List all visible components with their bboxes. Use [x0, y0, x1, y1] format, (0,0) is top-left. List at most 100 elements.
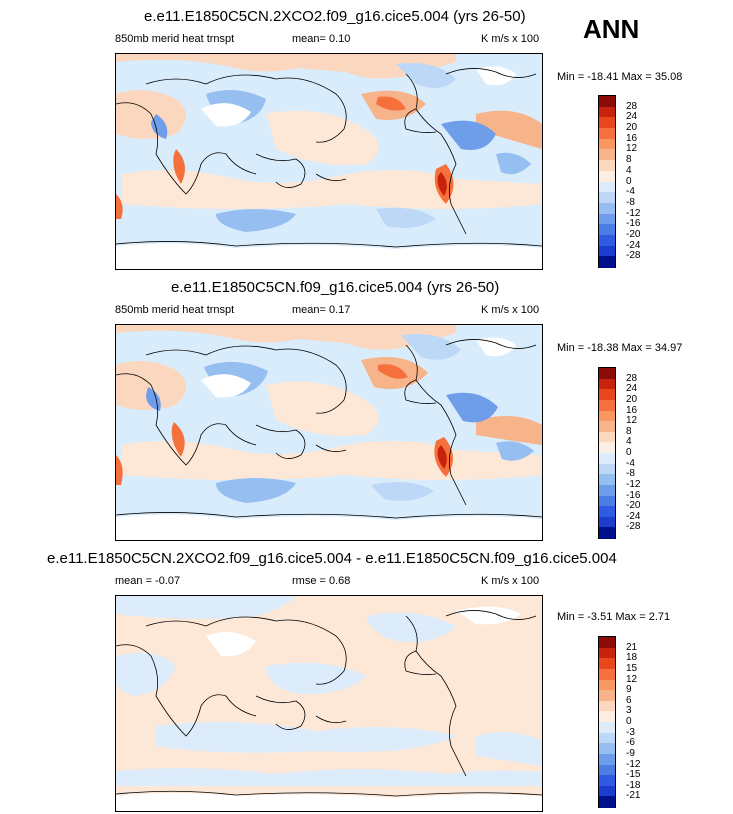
- panel3-minmax: Min = -3.51 Max = 2.71: [557, 611, 671, 623]
- panel1-colorbar-label: -20: [626, 228, 641, 240]
- panel2-colorbar-cell: [599, 399, 615, 411]
- panel1-colorbar-label: -24: [626, 239, 641, 251]
- panel2-units: K m/s x 100: [481, 304, 540, 316]
- panel3-colorbar-label: 18: [626, 652, 638, 664]
- panel1-colorbar-cell: [599, 96, 615, 108]
- panel2-colorbar-cell: [599, 431, 615, 443]
- panel1-colorbar-label: 0: [626, 175, 632, 187]
- panel1-units: K m/s x 100: [481, 33, 540, 45]
- panel1-colorbar-cell: [599, 138, 615, 150]
- panel2-colorbar-cell: [599, 421, 615, 433]
- panel3-rmse: rmse = 0.68: [292, 575, 351, 587]
- panel3-colorbar-cell: [599, 785, 615, 797]
- panel3-colorbar-label: -21: [626, 790, 641, 802]
- panel2-mean: mean= 0.17: [292, 304, 351, 316]
- panel1-minmax: Min = -18.41 Max = 35.08: [557, 71, 683, 83]
- panel2-colorbar-label: -12: [626, 478, 641, 490]
- panel3-colorbar-label: 15: [626, 662, 638, 674]
- panel3-colorbar-cell: [599, 743, 615, 755]
- panel2-colorbar-label: 8: [626, 425, 632, 437]
- panel2-variable-label: 850mb merid heat trnspt: [115, 304, 235, 316]
- panel1-colorbar-label: -16: [626, 218, 641, 230]
- panel1-colorbar-cell: [599, 181, 615, 193]
- season-label: ANN: [583, 14, 640, 44]
- panel2-colorbar-label: -24: [626, 510, 641, 522]
- panel3-colorbar-cell: [599, 732, 615, 744]
- panel3-colorbar-cell: [599, 637, 615, 649]
- panel2-colorbar-label: -4: [626, 457, 635, 469]
- panel1-title: e.e11.E1850C5CN.2XCO2.f09_g16.cice5.004 …: [144, 8, 526, 25]
- panel1-colorbar-label: -8: [626, 196, 635, 208]
- panel3-colorbar-label: 0: [626, 716, 632, 727]
- panel3-colorbar-cell: [599, 711, 615, 723]
- panel1-colorbar-label: 24: [626, 111, 638, 123]
- panel2-colorbar-label: 24: [626, 383, 638, 395]
- panel3-map: [115, 595, 543, 812]
- panel3-colorbar-cell: [599, 796, 615, 808]
- panel3-colorbar-label: -9: [626, 747, 635, 759]
- panel1-colorbar-label: -12: [626, 207, 641, 219]
- panel2-colorbar-label: -8: [626, 468, 635, 480]
- panel1-colorbar: [598, 95, 616, 268]
- panel1-colorbar-label: 16: [626, 132, 638, 144]
- panel2-colorbar-label: -28: [626, 521, 641, 533]
- panel3-colorbar-label: 3: [626, 705, 632, 717]
- panel3-colorbar-cell: [599, 679, 615, 691]
- panel1-colorbar-label: 12: [626, 143, 638, 155]
- panel1-colorbar-cell: [599, 245, 615, 257]
- panel2-colorbar-label: 0: [626, 447, 632, 458]
- panel3-colorbar-label: 9: [626, 684, 632, 696]
- panel2-colorbar-cell: [599, 527, 615, 539]
- panel1-colorbar-cell: [599, 170, 615, 182]
- panel3-colorbar-cell: [599, 647, 615, 659]
- panel3-colorbar-label: -18: [626, 779, 641, 791]
- panel3-colorbar-cell: [599, 753, 615, 765]
- panel3-mean: mean = -0.07: [115, 575, 181, 587]
- panel3-colorbar-label: -12: [626, 758, 641, 770]
- panel2-colorbar-cell: [599, 442, 615, 454]
- panel3-colorbar-label: 6: [626, 694, 632, 706]
- panel1-colorbar-cell: [599, 149, 615, 161]
- panel1-colorbar-label: -4: [626, 186, 635, 198]
- panel2-colorbar-label: 16: [626, 404, 638, 416]
- panel3-units: K m/s x 100: [481, 575, 540, 587]
- panel3-colorbar-cell: [599, 668, 615, 680]
- panel2-colorbar-label: 28: [626, 372, 638, 384]
- panel2-colorbar-cell: [599, 516, 615, 528]
- panel1-colorbar-label: 28: [626, 100, 638, 112]
- panel3-colorbar-label: -15: [626, 769, 641, 781]
- panel2-colorbar-label: 12: [626, 415, 638, 427]
- panel1-colorbar-cell: [599, 106, 615, 118]
- panel2-colorbar-cell: [599, 484, 615, 496]
- panel1-colorbar-label: -28: [626, 250, 641, 262]
- panel3-colorbar-label: 21: [626, 641, 638, 653]
- panel2-colorbar-cell: [599, 389, 615, 401]
- panel2-colorbar-cell: [599, 506, 615, 518]
- panel1-colorbar-label: 20: [626, 122, 638, 134]
- panel1-colorbar-cell: [599, 256, 615, 268]
- panel3-colorbar-cell: [599, 690, 615, 702]
- panel2-map: [115, 324, 543, 541]
- panel2-colorbar-label: 4: [626, 436, 632, 448]
- panel2-colorbar-label: -20: [626, 500, 641, 512]
- panel2-colorbar-cell: [599, 495, 615, 507]
- panel3-colorbar-cell: [599, 700, 615, 712]
- panel2-colorbar-cell: [599, 453, 615, 465]
- panel1-colorbar-label: 4: [626, 164, 632, 176]
- panel3-colorbar-label: -6: [626, 737, 635, 749]
- panel2-colorbar-cell: [599, 410, 615, 422]
- panel1-map: [115, 53, 543, 270]
- panel2-title: e.e11.E1850C5CN.f09_g16.cice5.004 (yrs 2…: [171, 279, 500, 296]
- panel3-colorbar-cell: [599, 658, 615, 670]
- panel2-colorbar-label: 20: [626, 393, 638, 405]
- panel1-colorbar-label: 8: [626, 154, 632, 166]
- panel2-colorbar: [598, 367, 616, 539]
- panel2-minmax: Min = -18.38 Max = 34.97: [557, 342, 683, 354]
- panel1-colorbar-cell: [599, 234, 615, 247]
- panel3-colorbar-cell: [599, 722, 615, 734]
- panel3-colorbar-cell: [599, 764, 615, 776]
- panel3-colorbar: [598, 636, 616, 808]
- panel2-colorbar-cell: [599, 368, 615, 380]
- panel3-colorbar-label: -3: [626, 726, 635, 738]
- panel1-colorbar-cell: [599, 128, 615, 140]
